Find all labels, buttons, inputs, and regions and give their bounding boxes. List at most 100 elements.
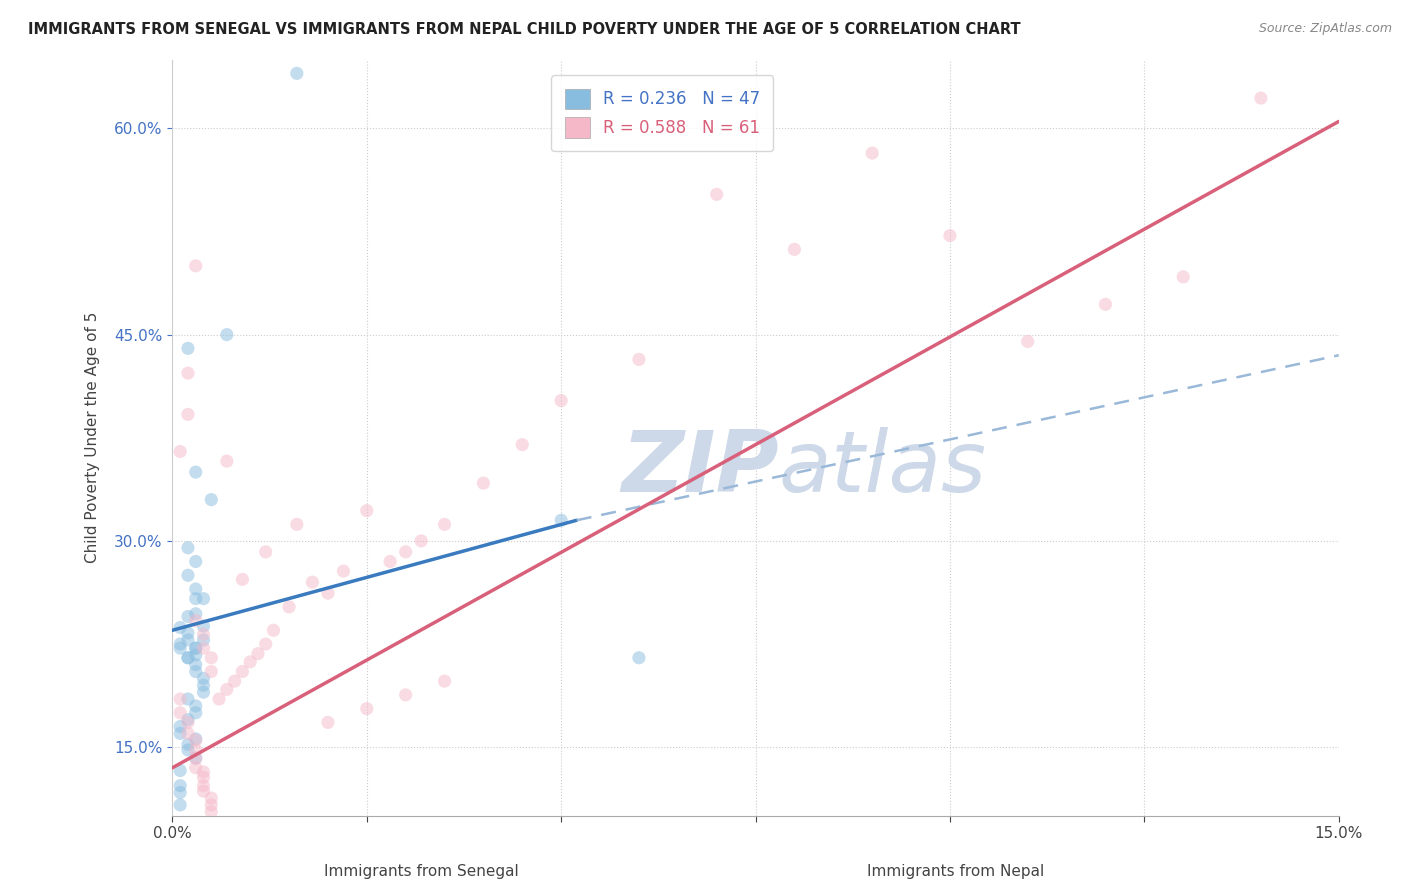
Point bbox=[177, 692, 200, 706]
Point bbox=[1017, 334, 1039, 349]
Point bbox=[193, 641, 215, 656]
Point bbox=[215, 327, 238, 342]
Point bbox=[200, 797, 222, 812]
Point bbox=[433, 517, 456, 532]
Text: ZIP: ZIP bbox=[621, 426, 779, 509]
Point bbox=[193, 591, 215, 606]
Point bbox=[177, 650, 200, 665]
Point bbox=[177, 408, 200, 422]
Point bbox=[169, 719, 191, 733]
Point bbox=[177, 715, 200, 730]
Point bbox=[184, 591, 207, 606]
Point bbox=[215, 682, 238, 697]
Point bbox=[239, 655, 262, 669]
Point bbox=[193, 678, 215, 692]
Point bbox=[184, 554, 207, 568]
Point bbox=[301, 575, 323, 590]
Point bbox=[285, 66, 308, 80]
Point bbox=[316, 586, 339, 600]
Point bbox=[278, 599, 301, 614]
Point bbox=[510, 437, 533, 451]
Point bbox=[550, 513, 572, 527]
Point bbox=[169, 620, 191, 634]
Point bbox=[200, 805, 222, 819]
Point bbox=[184, 733, 207, 747]
Point bbox=[200, 492, 222, 507]
Point bbox=[177, 726, 200, 740]
Point bbox=[215, 454, 238, 468]
Point bbox=[169, 726, 191, 740]
Point bbox=[177, 366, 200, 380]
Text: atlas: atlas bbox=[779, 426, 987, 509]
Point bbox=[177, 632, 200, 647]
Point bbox=[193, 771, 215, 785]
Point bbox=[193, 627, 215, 641]
Point bbox=[433, 674, 456, 689]
Point bbox=[356, 503, 378, 517]
Point bbox=[169, 641, 191, 656]
Point bbox=[169, 779, 191, 793]
Point bbox=[200, 791, 222, 805]
Point bbox=[184, 665, 207, 679]
Point bbox=[184, 743, 207, 757]
Point bbox=[169, 706, 191, 720]
Point bbox=[246, 647, 269, 661]
Point bbox=[395, 688, 418, 702]
Point bbox=[1250, 91, 1272, 105]
Point bbox=[208, 692, 231, 706]
Point bbox=[263, 624, 285, 638]
Point bbox=[184, 648, 207, 662]
Point bbox=[706, 187, 728, 202]
Point bbox=[184, 751, 207, 765]
Point bbox=[627, 650, 650, 665]
Point bbox=[177, 650, 200, 665]
Point bbox=[193, 619, 215, 633]
Point bbox=[193, 632, 215, 647]
Point bbox=[184, 706, 207, 720]
Point bbox=[184, 641, 207, 656]
Point bbox=[193, 779, 215, 793]
Point bbox=[193, 672, 215, 686]
Point bbox=[169, 785, 191, 799]
Text: Immigrants from Senegal: Immigrants from Senegal bbox=[325, 863, 519, 879]
Point bbox=[184, 614, 207, 628]
Point bbox=[254, 637, 277, 651]
Point bbox=[193, 764, 215, 779]
Point bbox=[177, 738, 200, 752]
Point bbox=[254, 545, 277, 559]
Point bbox=[627, 352, 650, 367]
Y-axis label: Child Poverty Under the Age of 5: Child Poverty Under the Age of 5 bbox=[86, 312, 100, 564]
Point bbox=[332, 564, 354, 578]
Point bbox=[472, 476, 495, 491]
Point bbox=[395, 545, 418, 559]
Legend: R = 0.236   N = 47, R = 0.588   N = 61: R = 0.236 N = 47, R = 0.588 N = 61 bbox=[551, 76, 773, 151]
Point bbox=[177, 342, 200, 356]
Point bbox=[169, 637, 191, 651]
Text: IMMIGRANTS FROM SENEGAL VS IMMIGRANTS FROM NEPAL CHILD POVERTY UNDER THE AGE OF : IMMIGRANTS FROM SENEGAL VS IMMIGRANTS FR… bbox=[28, 22, 1021, 37]
Point bbox=[169, 797, 191, 812]
Point bbox=[184, 582, 207, 596]
Point bbox=[177, 609, 200, 624]
Point bbox=[231, 665, 253, 679]
Point bbox=[177, 743, 200, 757]
Point bbox=[378, 554, 401, 568]
Point bbox=[184, 657, 207, 672]
Point bbox=[184, 259, 207, 273]
Point bbox=[177, 626, 200, 640]
Point bbox=[184, 751, 207, 765]
Point bbox=[184, 698, 207, 713]
Point bbox=[860, 146, 883, 161]
Point bbox=[169, 764, 191, 778]
Point bbox=[550, 393, 572, 408]
Point bbox=[184, 641, 207, 656]
Point bbox=[1094, 297, 1116, 311]
Point bbox=[783, 243, 806, 257]
Point bbox=[184, 465, 207, 479]
Point bbox=[184, 761, 207, 775]
Point bbox=[193, 784, 215, 798]
Point bbox=[231, 573, 253, 587]
Point bbox=[184, 607, 207, 621]
Point bbox=[169, 444, 191, 458]
Text: Source: ZipAtlas.com: Source: ZipAtlas.com bbox=[1258, 22, 1392, 36]
Point bbox=[177, 568, 200, 582]
